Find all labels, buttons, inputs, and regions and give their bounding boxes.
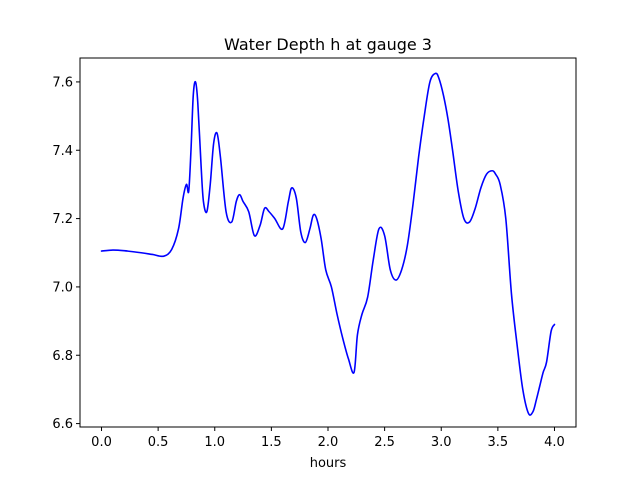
x-tick-label: 2.0 [318, 435, 339, 450]
x-tick-label: 0.5 [148, 435, 169, 450]
x-tick-label: 0.0 [91, 435, 112, 450]
x-axis: 0.0 0.5 1.0 1.5 2.0 2.5 3.0 3.5 4.0 [91, 427, 565, 450]
y-tick-label: 6.6 [52, 417, 73, 432]
y-tick-label: 7.0 [52, 280, 73, 295]
x-tick-label: 4.0 [544, 435, 565, 450]
x-tick-label: 1.0 [204, 435, 225, 450]
y-axis: 6.6 6.8 7.0 7.2 7.4 7.6 [52, 75, 80, 432]
y-tick-label: 7.6 [52, 75, 73, 90]
x-tick-label: 2.5 [374, 435, 395, 450]
chart-title: Water Depth h at gauge 3 [224, 35, 432, 54]
y-tick-label: 6.8 [52, 349, 73, 364]
series-line-0 [100, 72, 556, 416]
x-tick-label: 3.0 [431, 435, 452, 450]
x-tick-label: 3.5 [488, 435, 509, 450]
series-layer [100, 72, 556, 416]
x-tick-label: 1.5 [261, 435, 282, 450]
y-tick-label: 7.4 [52, 144, 73, 159]
x-axis-label: hours [310, 456, 347, 471]
y-tick-label: 7.2 [52, 212, 73, 227]
